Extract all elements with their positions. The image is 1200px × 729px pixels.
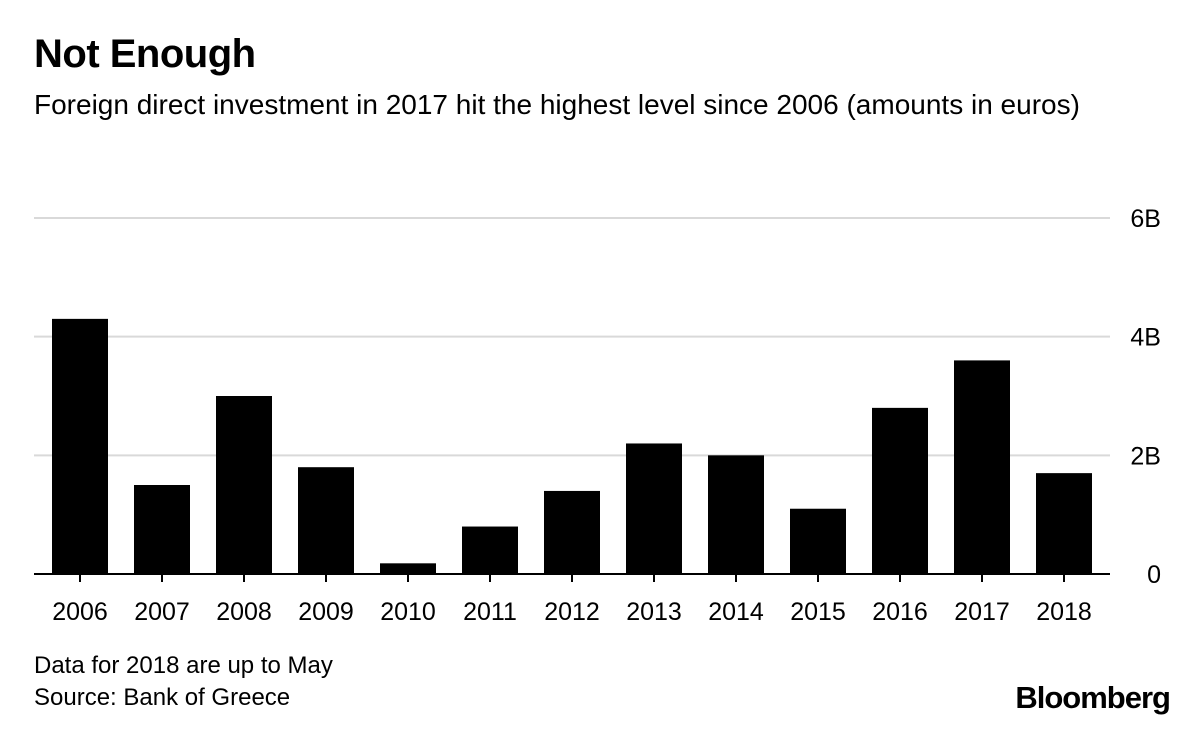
x-tick-label: 2017 [954,598,1010,626]
x-tick-label: 2011 [463,598,517,626]
bar [380,563,436,574]
y-tick-label: 2B [1130,442,1161,470]
bar [790,508,846,574]
bar [1036,473,1092,574]
y-tick-label: 6B [1130,205,1161,233]
footnote: Data for 2018 are up to May [34,652,333,679]
x-tick-label: 2014 [708,598,764,626]
bar [872,407,928,574]
bar [626,443,682,574]
bar [298,467,354,574]
bar [954,360,1010,574]
bar [544,490,600,574]
chart-title: Not Enough [34,32,256,76]
x-tick-label: 2012 [544,598,600,626]
x-tick-label: 2009 [298,598,354,626]
bar [708,455,764,574]
source-note: Source: Bank of Greece [34,684,291,711]
x-tick-label: 2015 [790,598,846,626]
x-tick-label: 2007 [134,598,190,626]
axis-labels: 0 2B 4B 6B 2006 2007 2008 2009 2010 2011 2012 2013 2… [52,205,1161,626]
x-tick-label: 2018 [1036,598,1092,626]
bar [216,396,272,574]
x-tick-label: 2006 [52,598,108,626]
bars [52,318,1092,574]
y-tick-label: 4B [1130,324,1161,352]
chart-subtitle: Foreign direct investment in 2017 hit th… [34,89,1080,120]
x-tick-label: 2016 [872,598,928,626]
y-tick-label: 0 [1147,561,1161,589]
x-tick-label: 2008 [216,598,272,626]
x-tick-label: 2010 [380,598,436,626]
bloomberg-logo: Bloomberg [1015,680,1171,715]
bar [134,485,190,574]
x-tick-label: 2013 [626,598,682,626]
x-axis [34,573,1110,582]
bar [462,526,518,574]
bar [52,318,108,574]
gridlines [34,217,1110,457]
